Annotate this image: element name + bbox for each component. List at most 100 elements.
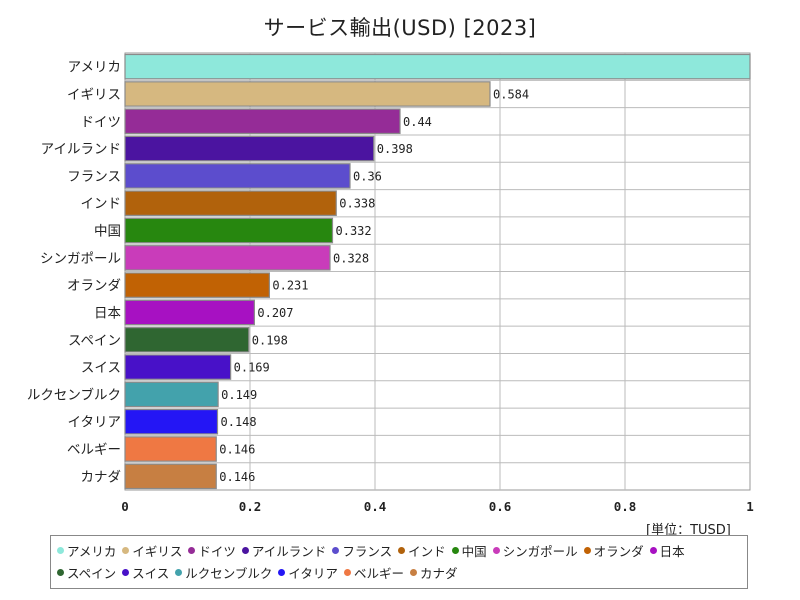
legend-color-dot: [649, 546, 657, 554]
legend-label: ルクセンブルク: [185, 565, 273, 581]
bar: [124, 408, 219, 435]
legend-color-dot: [57, 546, 64, 554]
bar: [124, 163, 351, 189]
bar: [124, 190, 337, 216]
legend-entry: 中国: [451, 539, 487, 561]
category-label: ルクセンブルク: [27, 386, 121, 403]
legend-label: スイス: [132, 565, 170, 581]
legend-color-dot: [278, 568, 286, 576]
legend-label: 中国: [461, 543, 487, 559]
value-label: 0.146: [219, 443, 255, 457]
category-label: アイルランド: [41, 142, 121, 158]
category-label: スイス: [81, 360, 121, 376]
bar: [124, 436, 217, 462]
category-label: シンガポール: [40, 251, 121, 267]
legend-color-dot: [343, 568, 351, 576]
bar: [124, 327, 250, 353]
legend-label: スペイン: [67, 565, 117, 581]
value-label: 0.36: [353, 169, 382, 183]
x-tick-label: 0.4: [364, 499, 387, 514]
x-tick-label: 0.8: [614, 499, 637, 514]
bar: [124, 108, 401, 135]
legend-label: フランス: [342, 543, 393, 559]
value-label: 0.398: [377, 142, 413, 156]
category-label: ベルギー: [67, 442, 121, 458]
legend-entry: スイス: [122, 561, 169, 583]
legend-entry: イタリア: [278, 561, 338, 583]
legend-color-dot: [57, 568, 64, 576]
legend-color-dot: [398, 546, 406, 554]
legend-entry: インド: [398, 539, 446, 561]
value-label: 0.207: [257, 306, 293, 320]
value-label: 0.332: [336, 224, 372, 238]
value-label: 0.149: [221, 388, 257, 402]
value-label: 0.338: [339, 197, 375, 211]
category-label: アメリカ: [68, 60, 121, 76]
unit-label: [単位：TUSD]: [646, 523, 731, 538]
legend-color-dot: [175, 568, 183, 576]
bars: [124, 53, 751, 490]
category-label: オランダ: [67, 278, 121, 294]
category-labels: アメリカイギリスドイツアイルランドフランスインド中国シンガポールオランダ日本スペ…: [27, 60, 122, 486]
legend-color-dot: [492, 546, 500, 554]
legend-entry: 日本: [649, 539, 685, 561]
legend-entry: ルクセンブルク: [175, 561, 272, 583]
bar: [124, 81, 491, 107]
legend-color-dot: [122, 568, 130, 576]
legend-entry: オランダ: [583, 539, 644, 561]
legend-color-dot: [332, 546, 340, 554]
legend-label: イタリア: [288, 565, 338, 581]
category-label: ドイツ: [81, 114, 122, 130]
legend-color-dot: [451, 546, 459, 554]
category-label: 中国: [94, 224, 121, 240]
value-label: 0.198: [252, 333, 288, 347]
legend-label: カナダ: [419, 565, 458, 581]
bar: [124, 299, 255, 326]
bar: [124, 272, 270, 298]
category-label: カナダ: [81, 469, 122, 485]
x-tick-label: 0.2: [239, 499, 262, 514]
x-tick-label: 0: [121, 499, 129, 514]
category-label: イタリア: [68, 415, 121, 431]
legend-label: 日本: [659, 543, 685, 559]
legend-label: イギリス: [132, 543, 183, 559]
legend-color-dot: [122, 546, 130, 554]
bar: [124, 245, 331, 271]
legend-label: オランダ: [593, 543, 644, 559]
category-label: 日本: [94, 305, 121, 321]
category-label: フランス: [67, 169, 121, 185]
legend-entry: ドイツ: [188, 539, 236, 561]
legend-label: アイルランド: [251, 543, 327, 559]
legend-color-dot: [241, 546, 249, 554]
bar: [124, 354, 232, 380]
value-label: 0.146: [219, 470, 255, 484]
legend-entry: スペイン: [57, 561, 116, 583]
bar: [124, 381, 219, 408]
bar: [124, 463, 217, 490]
legend-entry: アイルランド: [241, 539, 327, 561]
legend-color-dot: [409, 568, 417, 576]
legend-entry: ベルギー: [343, 561, 404, 583]
category-label: イギリス: [67, 87, 121, 103]
value-label: 0.44: [403, 115, 432, 129]
legend-entry: シンガポール: [492, 539, 578, 561]
legend-color-dot: [583, 546, 591, 554]
bar: [124, 217, 334, 244]
value-label: 0.328: [333, 251, 369, 265]
chart-title: サービス輸出(USD) [2023]: [263, 16, 537, 40]
bar: [124, 53, 751, 80]
legend: アメリカ イギリス ドイツ アイルランド フランス インド 中国 シンガポール オランダ 日本 スペ…: [50, 535, 748, 589]
category-label: インド: [81, 196, 122, 212]
bar: [124, 135, 375, 162]
x-axis-ticks: 0 0.2 0.4 0.6 0.8 1: [121, 499, 754, 514]
x-tick-label: 1: [746, 499, 754, 514]
legend-entry: イギリス: [122, 539, 182, 561]
value-label: 0.169: [234, 361, 270, 375]
x-tick-label: 0.6: [489, 499, 512, 514]
legend-label: ベルギー: [353, 565, 404, 581]
value-label: 0.231: [272, 279, 308, 293]
legend-label: シンガポール: [502, 543, 578, 559]
value-label: 0.584: [493, 87, 529, 101]
legend-label: インド: [408, 543, 446, 559]
